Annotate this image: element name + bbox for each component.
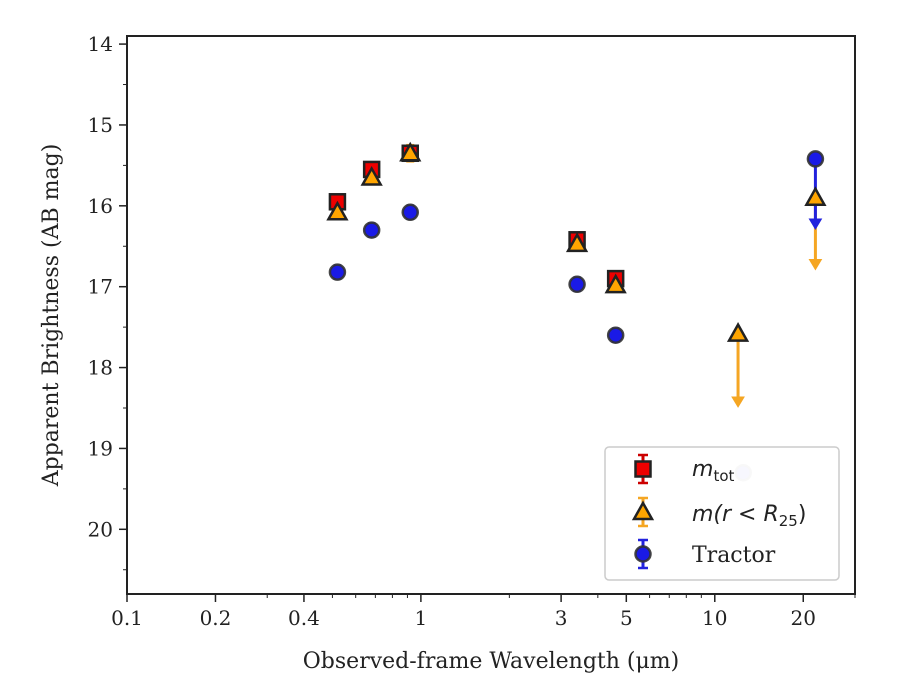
- legend: mtot m(r < R25) Tractor: [604, 446, 840, 581]
- y-tick-label: 18: [88, 356, 113, 380]
- x-axis-title: Observed-frame Wavelength (μm): [303, 649, 679, 674]
- tractor-point: [606, 326, 625, 344]
- x-tick-label: 0.2: [200, 606, 232, 630]
- legend-mr25-main: m(r < R: [692, 502, 779, 527]
- legend-mtot-main: m: [692, 457, 713, 482]
- mr25-point: [360, 165, 383, 186]
- legend-label-mr25: m(r < R25): [692, 502, 806, 530]
- x-tick-label: 10: [702, 606, 727, 630]
- y-tick-label: 20: [88, 517, 113, 541]
- y-axis-title: Apparent Brightness (AB mag): [39, 144, 64, 488]
- y-tick-label: 16: [88, 194, 113, 218]
- legend-label-mtot: mtot: [692, 457, 734, 485]
- legend-box: [604, 446, 840, 581]
- y-tick-label: 19: [88, 436, 113, 460]
- x-tick-label: 1: [415, 606, 428, 630]
- x-tick-label: 0.1: [111, 606, 143, 630]
- tractor-point: [806, 150, 825, 168]
- tractor-point: [401, 203, 419, 222]
- legend-mr25-marker: [631, 500, 655, 521]
- y-tick-label: 14: [88, 32, 113, 56]
- x-tick-label: 5: [620, 606, 633, 630]
- legend-mr25-sub: 25: [779, 512, 798, 530]
- x-tick-label: 3: [555, 606, 568, 630]
- mr25-point: [399, 141, 422, 162]
- mr25-upper-limit-arrowhead: [808, 258, 823, 271]
- axes-layer: 14 15 16 17 18 19 20 0.1 0.2 0.4 1 3 5 10 20: [88, 32, 856, 630]
- mr25-point: [726, 322, 750, 342]
- markers-layer: [326, 141, 827, 482]
- legend-mtot-sub: tot: [713, 467, 734, 485]
- legend-tractor-marker: [634, 545, 652, 563]
- mr25-upper-limit-arrowhead: [731, 396, 745, 408]
- y-tick-label: 17: [88, 275, 113, 299]
- x-tick-label: 20: [791, 606, 816, 630]
- x-tick-label: 0.4: [288, 606, 320, 630]
- y-tick-label: 15: [88, 113, 113, 137]
- tractor-upper-limit-arrowhead: [808, 218, 823, 231]
- plot-frame: [126, 35, 856, 595]
- mr25-point: [604, 273, 627, 294]
- tractor-point: [328, 263, 347, 281]
- legend-mr25-tail: ): [798, 502, 807, 527]
- mr25-point: [326, 200, 349, 221]
- legend-markers: [631, 453, 655, 570]
- legend-mtot-marker: [634, 460, 652, 478]
- tractor-point: [568, 275, 586, 294]
- legend-label-tractor: Tractor: [692, 543, 776, 568]
- tractor-point: [362, 221, 381, 239]
- mr25-point: [565, 232, 589, 253]
- mr25-point: [804, 186, 827, 206]
